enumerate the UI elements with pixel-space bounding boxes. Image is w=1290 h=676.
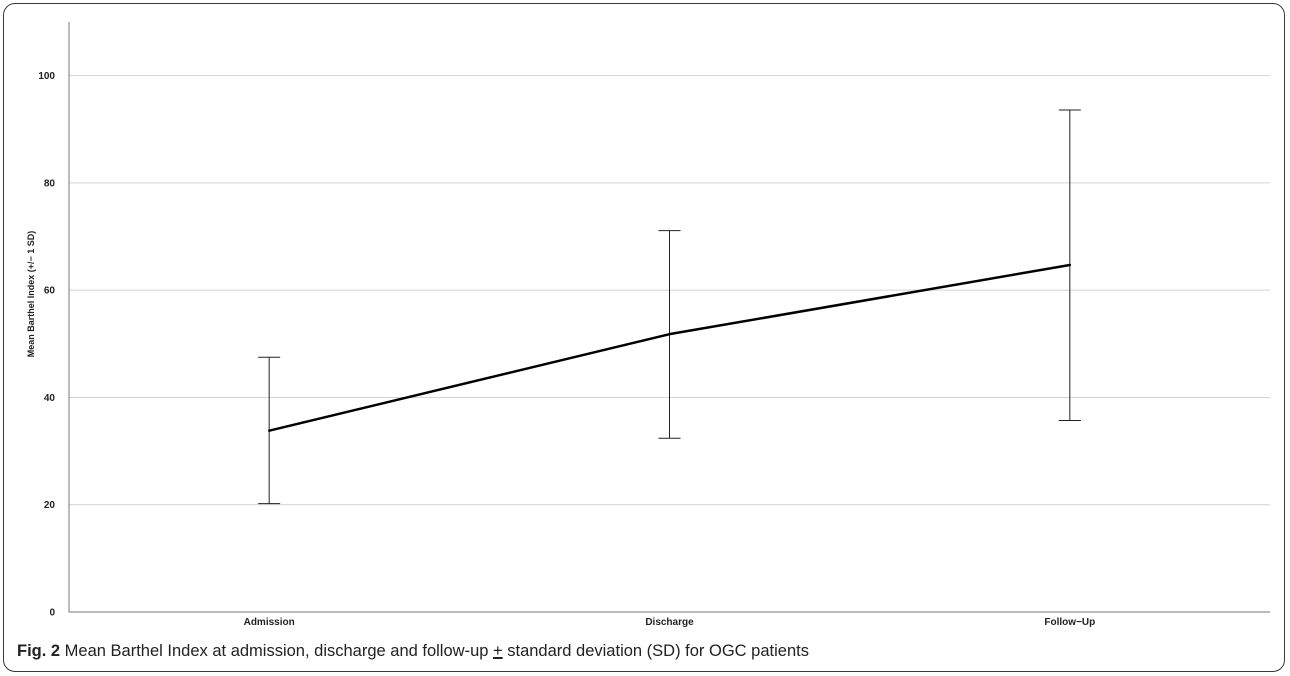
y-tick-label: 0 — [49, 608, 55, 619]
y-tick-label: 40 — [44, 393, 56, 404]
data-point — [1068, 263, 1072, 267]
y-tick-label: 20 — [44, 500, 56, 511]
figure-caption: Fig. 2 Mean Barthel Index at admission, … — [17, 642, 809, 661]
y-tick-label: 60 — [44, 286, 56, 297]
x-tick-label: Follow−Up — [1044, 617, 1095, 628]
y-tick-label: 80 — [44, 178, 56, 189]
y-tick-label: 100 — [38, 71, 55, 82]
plus-minus-symbol: + — [493, 642, 503, 660]
series-lines — [267, 263, 1072, 432]
figure-label: Fig. 2 — [17, 642, 61, 660]
y-axis-title: Mean Barthel Index (+/− 1 SD) — [26, 231, 36, 358]
figure-frame — [3, 3, 1285, 672]
x-tick-labels: Admission Discharge Follow−Up — [244, 617, 1096, 628]
data-point — [267, 429, 271, 432]
data-point — [668, 332, 671, 336]
error-bars — [258, 109, 1081, 505]
x-tick-label: Admission — [244, 617, 295, 628]
y-tick-labels: 0 20 40 60 80 100 — [38, 71, 55, 618]
axes — [68, 22, 1270, 613]
x-tick-label: Discharge — [645, 617, 694, 628]
caption-text-before: Mean Barthel Index at admission, dischar… — [60, 642, 494, 660]
caption-text-after: standard deviation (SD) for OGC patients — [502, 642, 809, 660]
